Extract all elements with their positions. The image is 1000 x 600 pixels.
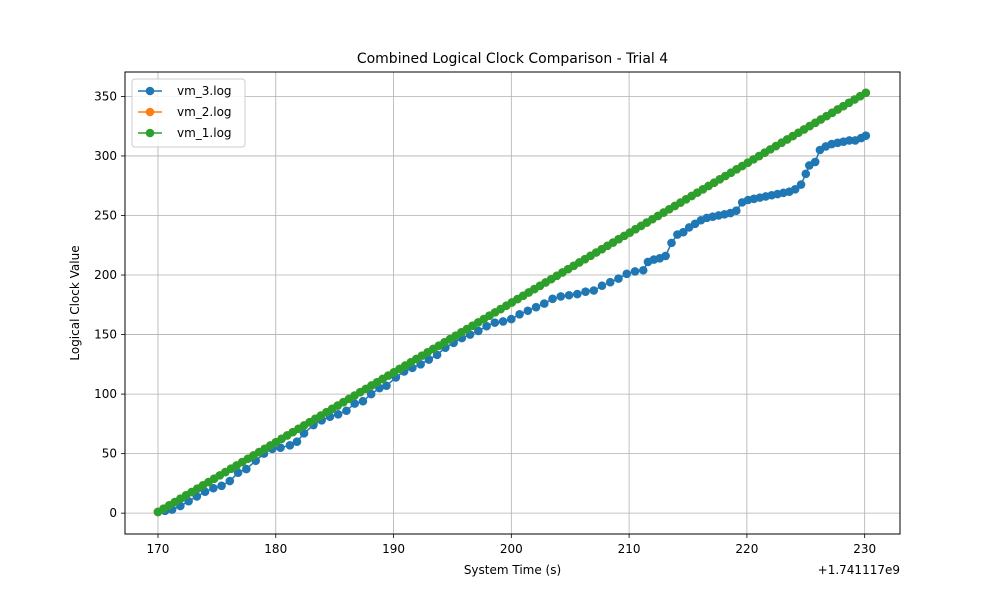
data-point [661, 251, 670, 261]
series-layer [153, 88, 871, 517]
data-point [810, 157, 820, 167]
data-point [589, 286, 599, 295]
x-axis-label: System Time (s) [464, 563, 561, 577]
y-tick-label: 150 [94, 328, 117, 342]
legend-label: vm_3.log [177, 84, 232, 98]
x-tick-label: 180 [264, 542, 287, 556]
data-point [209, 483, 218, 493]
chart-title: Combined Logical Clock Comparison - Tria… [357, 51, 668, 67]
data-point [366, 389, 376, 399]
legend-marker [145, 107, 155, 117]
data-point [523, 306, 533, 316]
data-point [540, 299, 549, 308]
x-tick-label: 200 [500, 542, 523, 556]
data-point [796, 180, 806, 189]
y-tick-label: 350 [94, 89, 117, 103]
y-tick-label: 0 [109, 506, 117, 520]
data-point [217, 481, 226, 491]
data-point [605, 277, 615, 287]
legend-marker [145, 86, 155, 96]
y-tick-label: 300 [94, 149, 117, 163]
legend-label: vm_1.log [177, 126, 232, 140]
data-point [614, 274, 623, 283]
data-point [474, 326, 483, 336]
data-point [622, 269, 632, 279]
data-point [242, 464, 251, 474]
x-axis: 170 180 190 200 210 220 230 [147, 534, 876, 556]
data-point [638, 265, 648, 275]
x-tick-label: 210 [618, 542, 641, 556]
data-point [233, 468, 243, 477]
data-point [548, 294, 557, 304]
data-point [667, 238, 676, 248]
y-tick-label: 200 [94, 268, 117, 282]
data-point [845, 136, 854, 145]
y-axis: 0 50 100 150 200 250 300 350 [94, 89, 125, 520]
data-point [581, 287, 590, 296]
data-point [292, 437, 302, 447]
data-point [225, 476, 235, 486]
plot-frame [124, 71, 901, 535]
y-tick-label: 50 [102, 447, 117, 461]
data-point [564, 290, 574, 300]
x-tick-label: 230 [853, 542, 876, 556]
data-point [490, 318, 500, 327]
data-point [861, 131, 871, 141]
x-axis-offset-label: +1.741117e9 [818, 563, 900, 577]
x-tick-label: 220 [735, 542, 758, 556]
data-point [531, 302, 541, 312]
data-point [358, 396, 368, 406]
data-point [333, 410, 343, 419]
legend-box [131, 78, 246, 148]
data-point [861, 88, 871, 98]
data-point [515, 310, 524, 319]
y-tick-label: 100 [94, 387, 117, 401]
data-point [507, 314, 516, 324]
data-point [342, 406, 351, 416]
series-vm-1-log [153, 88, 871, 517]
y-tick-label: 250 [94, 208, 117, 222]
data-point [731, 206, 741, 216]
data-point [678, 227, 688, 237]
data-point [556, 292, 566, 301]
legend-label: vm_2.log [177, 105, 232, 119]
data-point [572, 289, 582, 299]
data-point [801, 169, 811, 179]
y-axis-label: Logical Clock Value [68, 245, 82, 360]
x-tick-label: 170 [147, 542, 170, 556]
data-point [482, 321, 491, 331]
legend-marker [145, 128, 155, 138]
data-point [630, 267, 640, 276]
data-point [597, 281, 607, 291]
data-point [350, 399, 359, 408]
data-point [382, 381, 391, 391]
legend: vm_3.log vm_2.log vm_1.log [131, 78, 246, 148]
grid [125, 72, 900, 534]
data-point [498, 317, 508, 326]
data-point [424, 355, 434, 364]
data-point [790, 184, 800, 194]
data-point [285, 440, 295, 450]
x-tick-label: 190 [382, 542, 405, 556]
